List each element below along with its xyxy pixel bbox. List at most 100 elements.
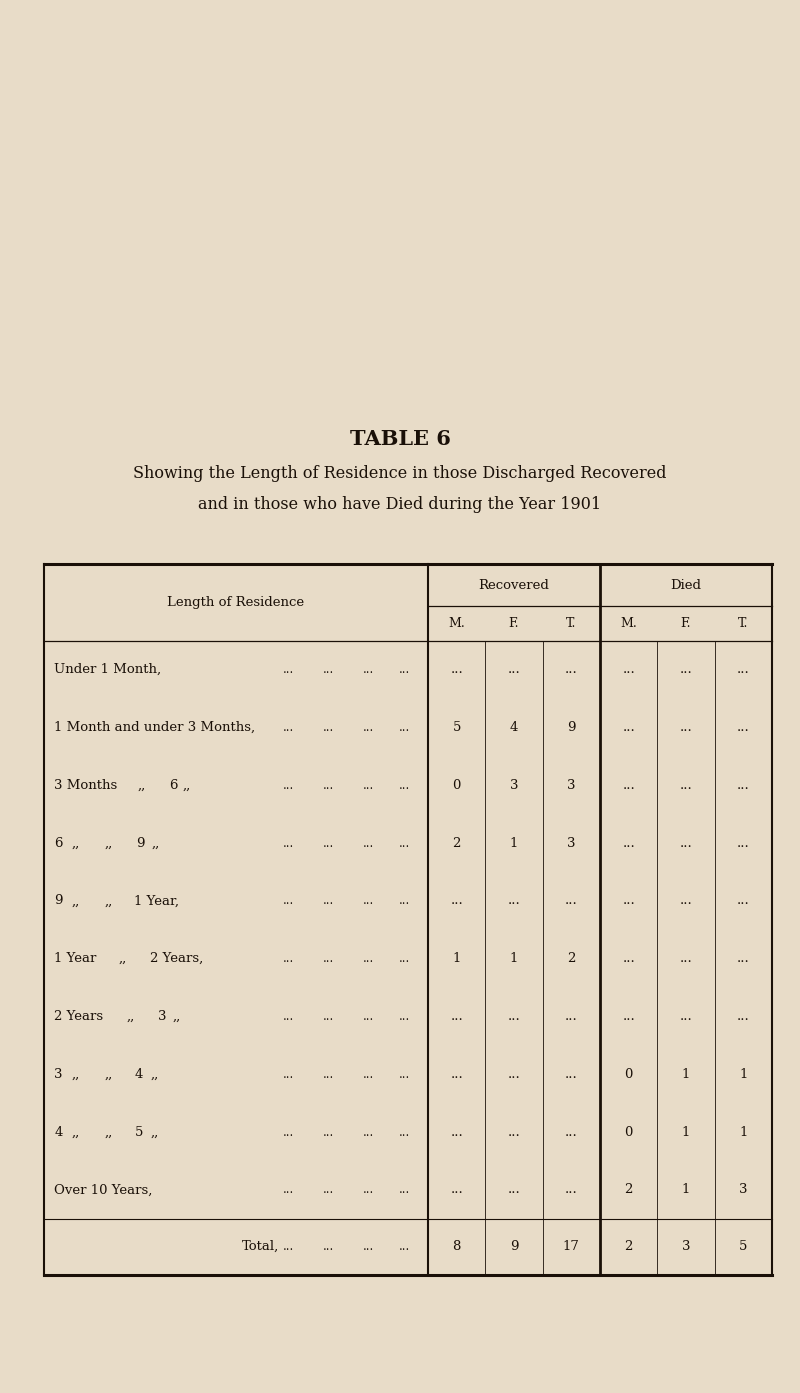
Text: 3 Months: 3 Months — [54, 779, 118, 791]
Text: ,,: ,, — [105, 1126, 113, 1138]
Text: Showing the Length of Residence in those Discharged Recovered: Showing the Length of Residence in those… — [134, 465, 666, 482]
Text: ...: ... — [398, 1240, 410, 1254]
Text: and in those who have Died during the Year 1901: and in those who have Died during the Ye… — [198, 496, 602, 513]
Text: ...: ... — [565, 1184, 578, 1197]
Text: 3: 3 — [158, 1010, 167, 1022]
Text: ...: ... — [362, 663, 374, 676]
Text: 9: 9 — [54, 894, 63, 907]
Text: ,,: ,, — [72, 837, 80, 850]
Text: ...: ... — [737, 779, 750, 791]
Text: ...: ... — [450, 1126, 463, 1138]
Text: ...: ... — [282, 1184, 294, 1197]
Text: ...: ... — [622, 779, 635, 791]
Text: ...: ... — [680, 953, 692, 965]
Text: ,,: ,, — [72, 1126, 80, 1138]
Text: ...: ... — [508, 894, 520, 907]
Text: T.: T. — [738, 617, 749, 630]
Text: ...: ... — [622, 722, 635, 734]
Text: Length of Residence: Length of Residence — [167, 596, 305, 609]
Text: ...: ... — [282, 1126, 294, 1138]
Text: ...: ... — [622, 663, 635, 676]
Text: ...: ... — [508, 1068, 520, 1081]
Text: ...: ... — [622, 953, 635, 965]
Text: ...: ... — [450, 894, 463, 907]
Text: ,,: ,, — [138, 779, 146, 791]
Text: 1 Year: 1 Year — [54, 953, 97, 965]
Text: ...: ... — [282, 953, 294, 965]
Text: ...: ... — [282, 894, 294, 907]
Text: ,,: ,, — [152, 837, 160, 850]
Text: 5: 5 — [739, 1240, 747, 1254]
Text: ,,: ,, — [150, 1068, 158, 1081]
Text: F.: F. — [681, 617, 691, 630]
Text: ...: ... — [398, 663, 410, 676]
Text: ...: ... — [322, 1068, 334, 1081]
Text: ...: ... — [322, 779, 334, 791]
Text: ...: ... — [680, 1010, 692, 1022]
Text: ...: ... — [322, 722, 334, 734]
Text: Recovered: Recovered — [478, 578, 550, 592]
Text: 2: 2 — [567, 953, 575, 965]
Text: ...: ... — [622, 837, 635, 850]
Text: ...: ... — [282, 837, 294, 850]
Text: ...: ... — [508, 663, 520, 676]
Text: ...: ... — [450, 1010, 463, 1022]
Text: 0: 0 — [625, 1126, 633, 1138]
Text: ,,: ,, — [105, 1068, 113, 1081]
Text: 5: 5 — [453, 722, 461, 734]
Text: ...: ... — [322, 1010, 334, 1022]
Text: ,,: ,, — [118, 953, 126, 965]
Text: ...: ... — [322, 953, 334, 965]
Text: 1 Year,: 1 Year, — [134, 894, 179, 907]
Text: 4: 4 — [510, 722, 518, 734]
Text: ...: ... — [737, 837, 750, 850]
Text: Died: Died — [670, 578, 702, 592]
Text: 1: 1 — [682, 1126, 690, 1138]
Text: M.: M. — [620, 617, 637, 630]
Text: 3: 3 — [567, 837, 575, 850]
Text: 2: 2 — [453, 837, 461, 850]
Text: ...: ... — [737, 894, 750, 907]
Text: 3: 3 — [567, 779, 575, 791]
Text: ...: ... — [565, 1068, 578, 1081]
Text: 8: 8 — [453, 1240, 461, 1254]
Text: F.: F. — [509, 617, 519, 630]
Text: 4: 4 — [134, 1068, 142, 1081]
Text: ...: ... — [362, 894, 374, 907]
Text: ...: ... — [680, 779, 692, 791]
Text: ...: ... — [282, 1068, 294, 1081]
Text: ...: ... — [362, 1184, 374, 1197]
Text: ,,: ,, — [182, 779, 190, 791]
Text: ...: ... — [565, 663, 578, 676]
Text: ...: ... — [322, 837, 334, 850]
Text: 9: 9 — [136, 837, 145, 850]
Text: 6: 6 — [169, 779, 178, 791]
Text: ,,: ,, — [150, 1126, 158, 1138]
Text: ...: ... — [322, 1184, 334, 1197]
Text: Over 10 Years,: Over 10 Years, — [54, 1184, 153, 1197]
Text: 3: 3 — [682, 1240, 690, 1254]
Text: 1: 1 — [453, 953, 461, 965]
Text: ...: ... — [680, 837, 692, 850]
Text: ,,: ,, — [72, 894, 80, 907]
Text: ...: ... — [450, 663, 463, 676]
Text: ...: ... — [282, 1010, 294, 1022]
Text: ...: ... — [680, 663, 692, 676]
Text: T.: T. — [566, 617, 577, 630]
Text: ...: ... — [398, 953, 410, 965]
Text: 9: 9 — [510, 1240, 518, 1254]
Text: Total,: Total, — [242, 1240, 278, 1254]
Text: ...: ... — [398, 722, 410, 734]
Text: ...: ... — [398, 1126, 410, 1138]
Text: ...: ... — [508, 1126, 520, 1138]
Text: ,,: ,, — [72, 1068, 80, 1081]
Text: 3: 3 — [54, 1068, 63, 1081]
Text: ...: ... — [450, 1184, 463, 1197]
Text: ...: ... — [398, 1010, 410, 1022]
Text: ...: ... — [398, 779, 410, 791]
Text: ...: ... — [737, 663, 750, 676]
Text: ...: ... — [362, 1126, 374, 1138]
Text: 2 Years,: 2 Years, — [150, 953, 204, 965]
Text: 1: 1 — [682, 1068, 690, 1081]
Text: ...: ... — [508, 1010, 520, 1022]
